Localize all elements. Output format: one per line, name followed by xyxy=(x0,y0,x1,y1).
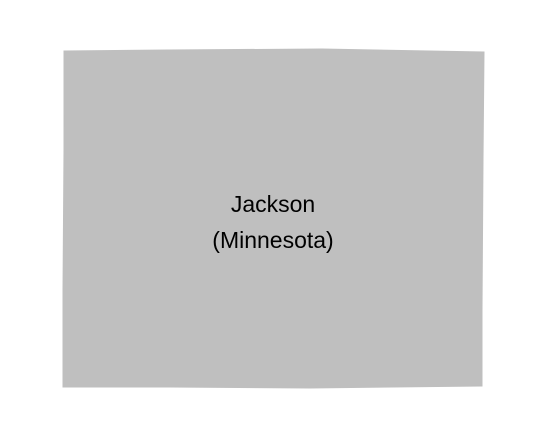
county-label: Jackson (Minnesota) xyxy=(173,186,373,258)
state-name: (Minnesota) xyxy=(212,227,334,253)
jackson-county-shape[interactable] xyxy=(62,48,485,389)
county-name: Jackson xyxy=(230,191,316,217)
